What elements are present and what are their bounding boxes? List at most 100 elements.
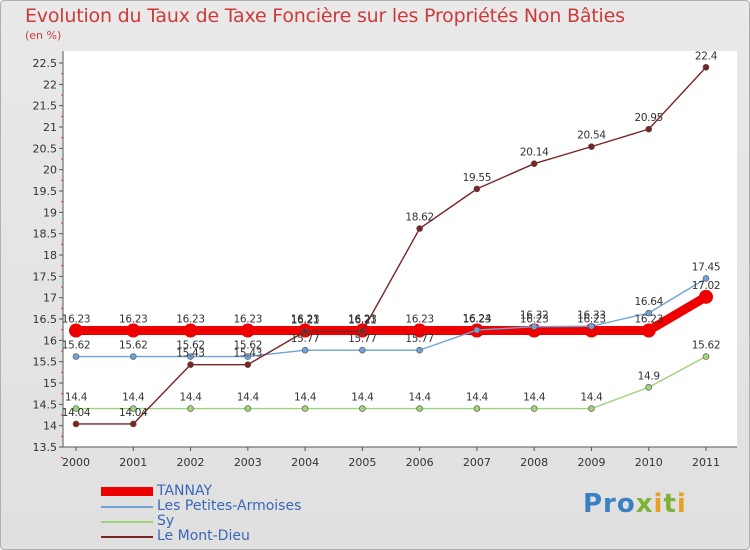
data-label-tannay: 16.23 xyxy=(463,314,492,326)
data-point-les-petites-armoises xyxy=(301,346,309,354)
data-label-les-petites-armoises: 15.77 xyxy=(348,333,377,345)
data-point-les-petites-armoises xyxy=(530,323,538,330)
data-point-les-petites-armoises xyxy=(244,353,252,360)
data-point-sy xyxy=(645,383,653,391)
x-tick-label: 2006 xyxy=(406,456,434,469)
data-point-les-petites-armoises xyxy=(473,326,481,334)
data-label-le-mont-dieu: 16.21 xyxy=(291,314,320,326)
y-tick-label: 21 xyxy=(43,121,57,134)
data-point-tannay xyxy=(699,289,713,304)
data-label-sy: 14.4 xyxy=(237,392,260,404)
x-tick-label: 2009 xyxy=(577,456,605,469)
data-label-tannay: 16.23 xyxy=(176,314,205,326)
data-point-sy xyxy=(359,405,366,412)
data-point-sy xyxy=(301,405,309,412)
legend-label-les-petites-armoises: Les Petites-Armoises xyxy=(157,498,302,514)
data-label-tannay: 16.23 xyxy=(577,314,606,326)
data-label-le-mont-dieu: 14.04 xyxy=(119,407,148,419)
data-label-tannay: 16.23 xyxy=(234,314,263,326)
legend-item-les-petites-armoises: Les Petites-Armoises xyxy=(101,498,361,514)
data-point-les-petites-armoises xyxy=(645,309,653,317)
legend-label-sy: Sy xyxy=(157,513,175,529)
data-point-tannay xyxy=(412,323,427,338)
data-label-sy: 14.4 xyxy=(351,392,374,404)
y-tick-label: 20.5 xyxy=(33,142,58,155)
x-tick-label: 2011 xyxy=(692,456,720,469)
data-point-le-mont-dieu xyxy=(187,361,194,368)
legend-label-tannay: TANNAY xyxy=(157,483,213,499)
x-tick-label: 2004 xyxy=(291,456,319,469)
data-label-sy: 14.9 xyxy=(638,370,660,382)
data-label-tannay: 16.23 xyxy=(520,314,549,326)
legend-swatch-tannay xyxy=(101,487,153,496)
data-point-les-petites-armoises xyxy=(416,346,423,354)
data-point-sy xyxy=(530,405,538,412)
data-label-sy: 14.4 xyxy=(294,392,317,404)
x-tick-label: 2010 xyxy=(635,456,663,469)
legend-swatch-les-petites-armoises xyxy=(101,506,153,508)
series-line-les-petites-armoises xyxy=(76,277,707,358)
y-tick-label: 21.5 xyxy=(33,100,58,113)
y-tick-label: 17 xyxy=(43,292,57,305)
data-point-sy xyxy=(187,405,194,412)
y-axis-unit: (en %) xyxy=(25,29,62,42)
series-line-tannay xyxy=(76,292,709,336)
x-tick-label: 2005 xyxy=(348,456,376,469)
data-label-le-mont-dieu: 20.95 xyxy=(634,112,663,124)
series-line-le-mont-dieu xyxy=(76,66,707,425)
data-point-les-petites-armoises xyxy=(588,322,595,330)
plot-area xyxy=(63,51,737,447)
data-point-le-mont-dieu xyxy=(645,125,653,133)
data-point-tannay xyxy=(126,323,141,338)
data-label-tannay: 16.23 xyxy=(119,314,148,326)
data-point-le-mont-dieu xyxy=(301,328,309,335)
data-label-tannay: 17.02 xyxy=(692,280,721,292)
data-label-sy: 14.4 xyxy=(122,392,145,404)
chart-title: Evolution du Taux de Taxe Foncière sur l… xyxy=(25,5,625,27)
data-point-les-petites-armoises xyxy=(359,346,366,354)
data-label-les-petites-armoises: 15.62 xyxy=(119,340,148,352)
data-point-tannay xyxy=(584,323,599,338)
data-label-le-mont-dieu: 20.14 xyxy=(520,147,549,159)
data-label-le-mont-dieu: 18.62 xyxy=(405,212,434,224)
data-point-les-petites-armoises xyxy=(187,353,194,360)
x-tick-label: 2003 xyxy=(234,456,262,469)
data-label-les-petites-armoises: 16.64 xyxy=(634,296,663,308)
y-tick-label: 15.5 xyxy=(33,356,58,369)
data-point-tannay xyxy=(183,323,198,338)
legend-label-le-mont-dieu: Le Mont-Dieu xyxy=(157,528,250,544)
y-tick-label: 14 xyxy=(43,420,57,433)
data-point-sy xyxy=(244,405,252,412)
data-point-sy xyxy=(72,405,80,412)
data-label-sy: 14.4 xyxy=(466,392,489,404)
data-label-le-mont-dieu: 14.04 xyxy=(62,407,91,419)
data-point-sy xyxy=(588,405,595,412)
proxiti-logo: Proxiti xyxy=(583,489,687,519)
data-label-sy: 14.4 xyxy=(580,392,603,404)
data-point-tannay xyxy=(240,323,255,338)
data-label-les-petites-armoises: 15.62 xyxy=(234,340,263,352)
y-tick-label: 13.5 xyxy=(33,441,58,454)
data-point-tannay xyxy=(641,323,656,338)
data-point-sy xyxy=(702,353,710,360)
legend-swatch-sy xyxy=(101,521,153,523)
x-tick-label: 2000 xyxy=(62,456,90,469)
data-label-les-petites-armoises: 15.77 xyxy=(405,333,434,345)
data-point-les-petites-armoises xyxy=(72,353,80,360)
series-line-sy xyxy=(76,355,707,410)
legend-item-sy: Sy xyxy=(101,513,361,529)
data-label-sy: 14.4 xyxy=(179,392,202,404)
y-tick-label: 18.5 xyxy=(33,228,58,241)
data-label-sy: 14.4 xyxy=(409,392,432,404)
data-point-le-mont-dieu xyxy=(359,328,366,335)
data-point-tannay xyxy=(69,323,83,338)
data-label-le-mont-dieu: 22.4 xyxy=(695,50,718,62)
data-label-tannay: 16.23 xyxy=(348,314,377,326)
y-tick-label: 16 xyxy=(43,334,57,347)
y-tick-label: 22 xyxy=(43,78,57,91)
y-tick-label: 18 xyxy=(43,249,57,262)
data-point-sy xyxy=(473,405,481,412)
legend-item-le-mont-dieu: Le Mont-Dieu xyxy=(101,528,361,544)
